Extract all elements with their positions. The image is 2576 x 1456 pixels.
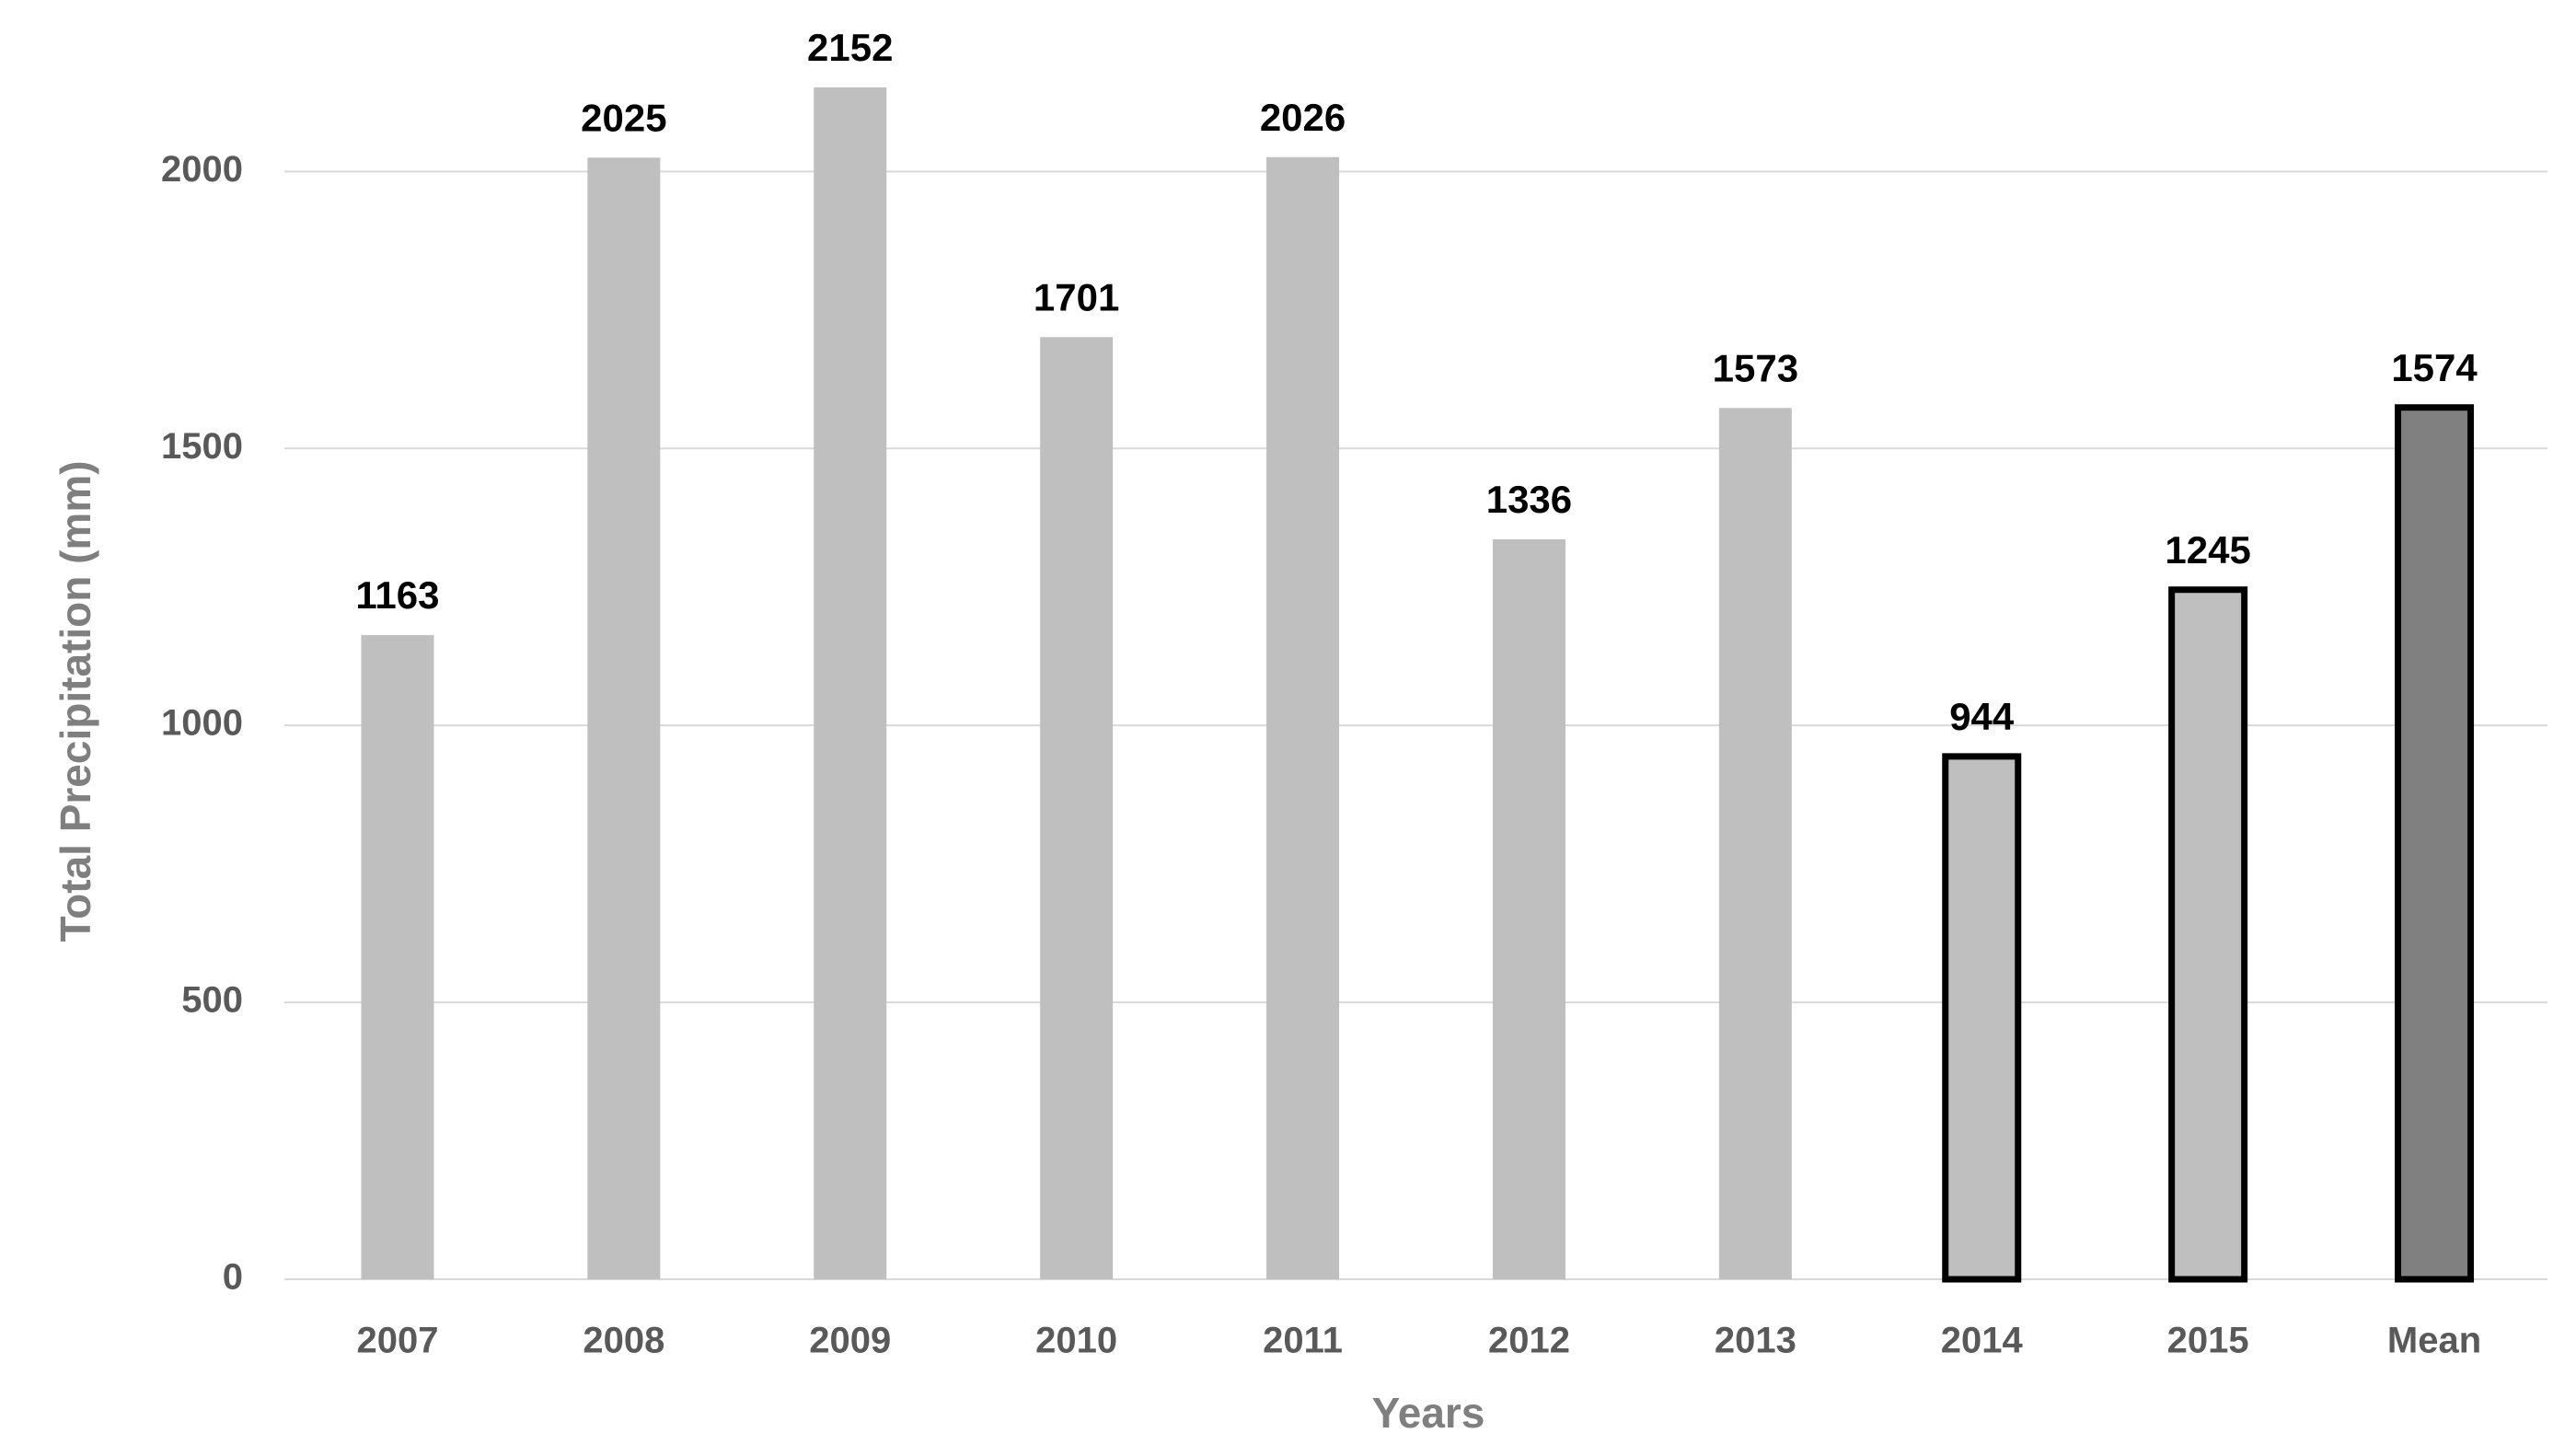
data-label: 2026 xyxy=(1260,96,1346,139)
bar xyxy=(1942,753,2022,1283)
x-tick-label: 2009 xyxy=(809,1321,891,1361)
y-tick-label: 1000 xyxy=(161,703,243,744)
x-axis-label: Years xyxy=(1372,1389,1485,1437)
bar xyxy=(1266,156,1340,1280)
y-tick-label: 500 xyxy=(181,980,243,1021)
y-tick-label: 0 xyxy=(223,1257,243,1298)
bar xyxy=(814,87,887,1279)
bar xyxy=(587,157,661,1280)
data-label: 1701 xyxy=(1034,275,1119,318)
data-label: 1573 xyxy=(1713,346,1798,389)
x-tick-label: 2011 xyxy=(1263,1321,1343,1361)
bar xyxy=(1492,538,1565,1279)
bar xyxy=(2168,586,2248,1283)
data-label: 1336 xyxy=(1486,478,1572,521)
x-tick-label: 2014 xyxy=(1941,1321,2024,1361)
bar xyxy=(1718,408,1792,1280)
x-tick-label: 2010 xyxy=(1035,1321,1117,1361)
y-axis-label: Total Precipitation (mm) xyxy=(52,460,99,942)
data-label: 944 xyxy=(1949,695,2015,738)
data-label: 2025 xyxy=(581,96,666,139)
data-label: 1574 xyxy=(2391,346,2478,389)
data-label: 1163 xyxy=(355,573,439,617)
data-label: 2152 xyxy=(807,26,893,69)
x-tick-label: 2007 xyxy=(356,1321,438,1361)
data-label: 1245 xyxy=(2165,528,2250,572)
x-tick-label: Mean xyxy=(2387,1321,2481,1361)
x-tick-label: 2015 xyxy=(2167,1321,2249,1361)
x-tick-label: 2008 xyxy=(583,1321,664,1361)
y-tick-label: 2000 xyxy=(161,149,243,190)
bar xyxy=(361,635,434,1279)
bar xyxy=(1040,337,1114,1280)
x-tick-label: 2012 xyxy=(1488,1321,1570,1361)
bar xyxy=(2395,404,2475,1283)
y-tick-label: 1500 xyxy=(161,426,243,467)
x-tick-label: 2013 xyxy=(1715,1321,1796,1361)
